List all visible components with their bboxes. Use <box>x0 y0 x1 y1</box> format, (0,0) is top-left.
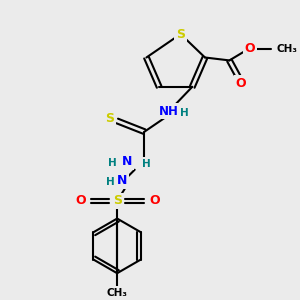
Text: H: H <box>106 177 115 188</box>
Text: H: H <box>180 108 189 118</box>
Text: O: O <box>76 194 86 208</box>
Text: NH: NH <box>159 105 179 118</box>
Text: CH₃: CH₃ <box>106 288 128 298</box>
Text: CH₃: CH₃ <box>276 44 297 54</box>
Text: O: O <box>244 42 255 55</box>
Text: H: H <box>108 158 117 168</box>
Text: O: O <box>236 77 246 90</box>
Text: H: H <box>142 159 151 169</box>
Text: N: N <box>117 174 127 187</box>
Text: S: S <box>176 28 185 40</box>
Text: O: O <box>149 194 160 208</box>
Text: S: S <box>112 194 122 208</box>
Text: S: S <box>105 112 114 124</box>
Text: N: N <box>122 155 132 168</box>
